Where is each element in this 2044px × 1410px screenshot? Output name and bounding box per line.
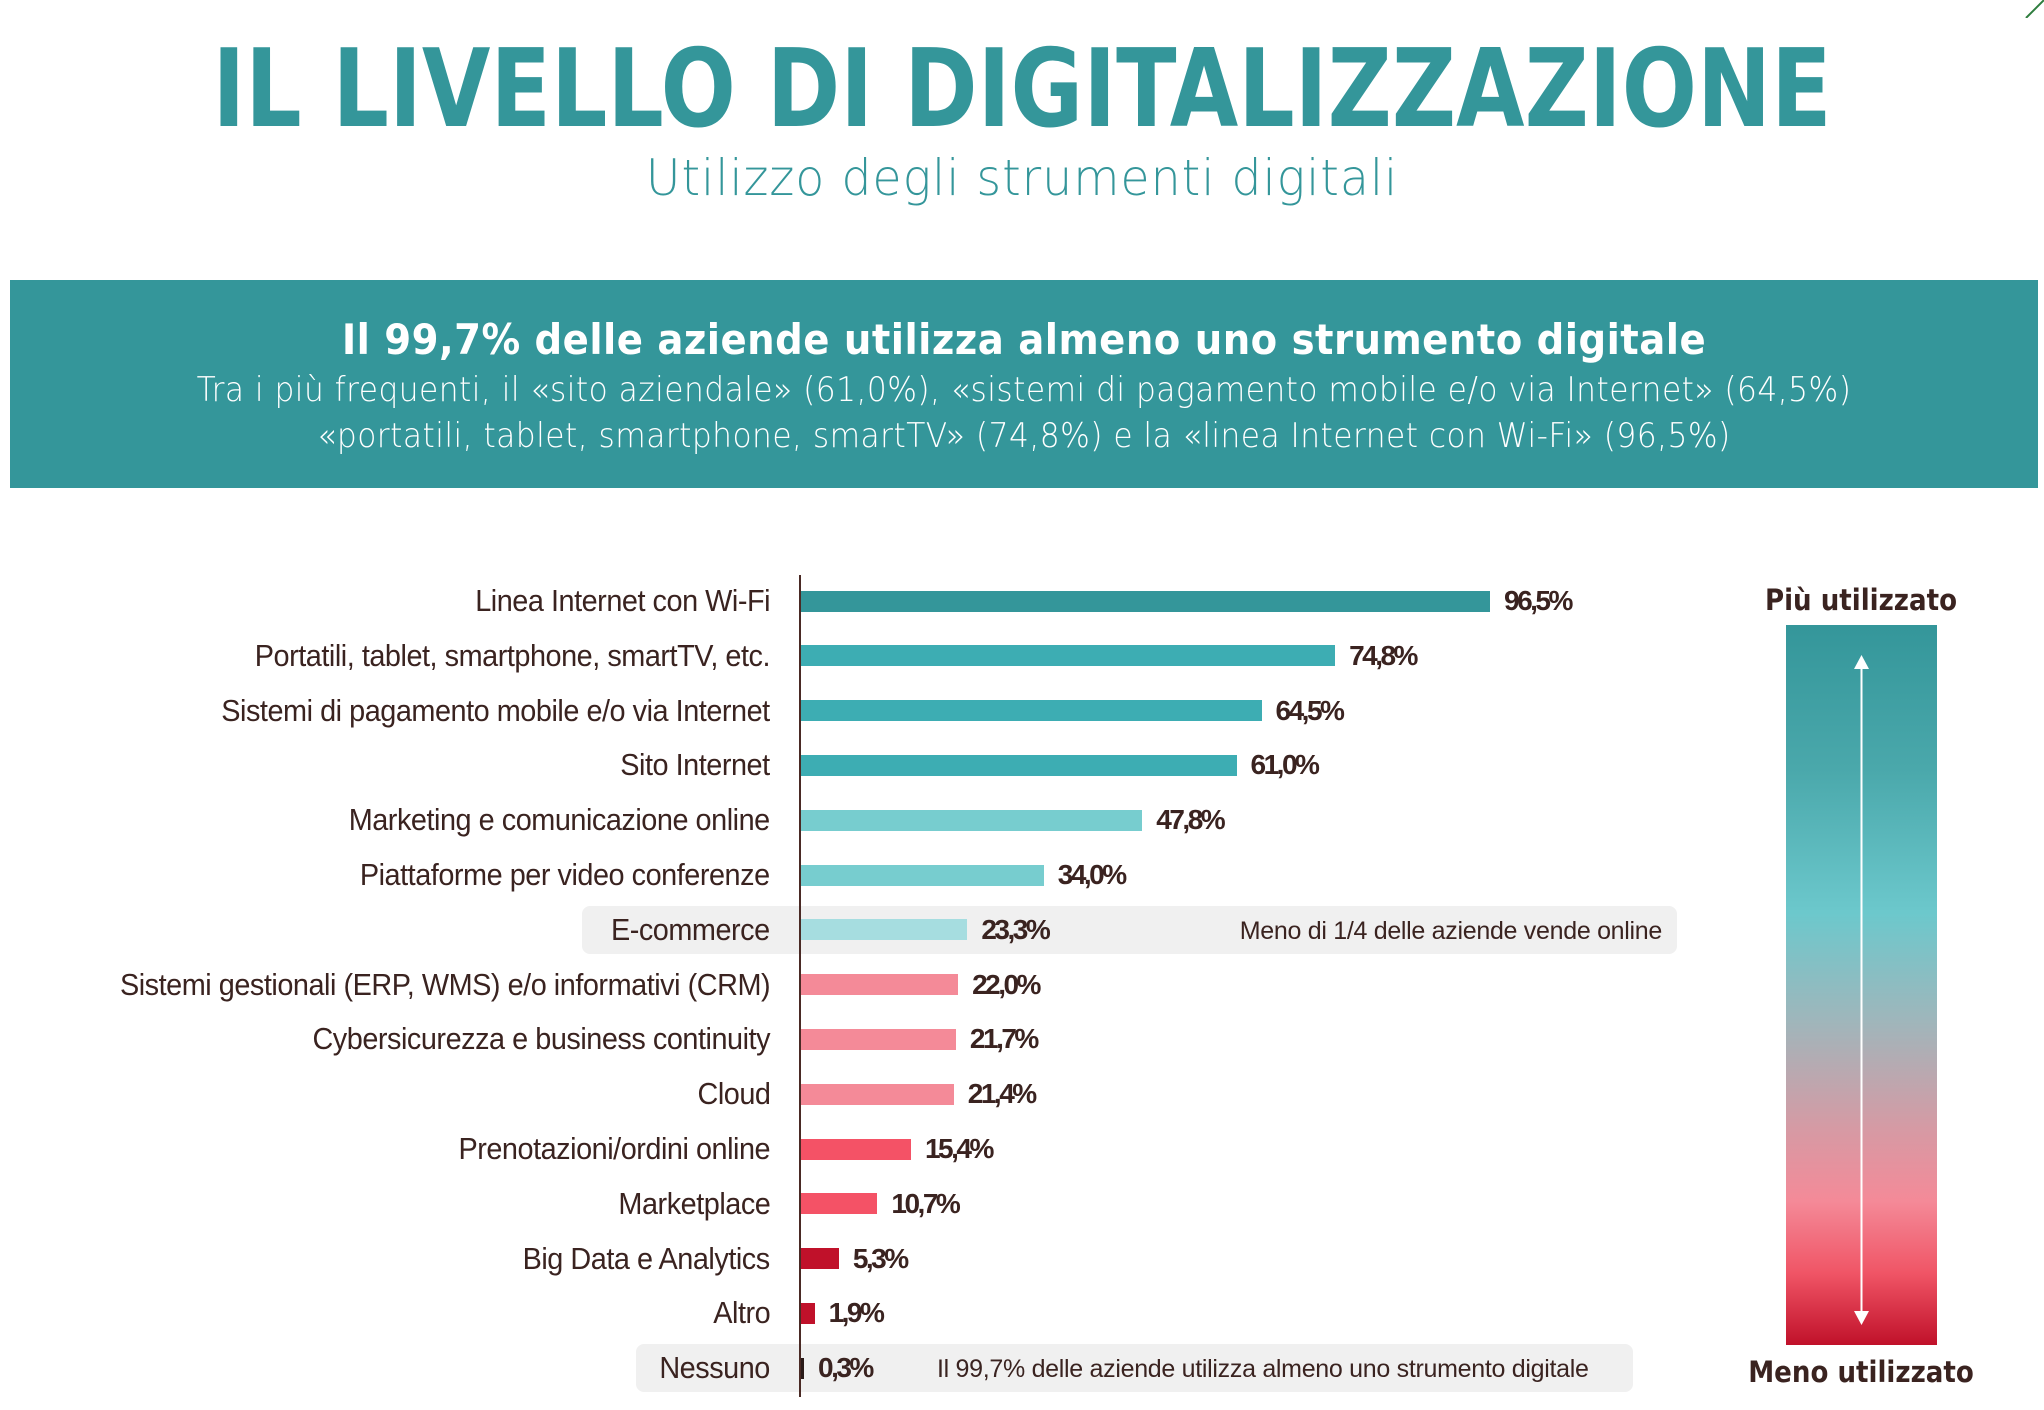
legend-bottom-label: Meno utilizzato [1748,1355,1974,1389]
category-label: Marketplace [618,1185,770,1221]
value-label: 22,0% [972,968,1041,1000]
corner-decoration [2025,0,2044,18]
highlight-box [582,905,1677,954]
banner-line-1: Tra i più frequenti, il «sito aziendale»… [196,370,1852,410]
value-label: 1,9% [828,1297,885,1329]
page-title: IL LIVELLO DI DIGITALIZZAZIONE [212,27,1832,152]
value-label: 74,8% [1349,639,1418,671]
category-label: Cloud [696,1076,770,1112]
bar [801,645,1336,667]
bar [801,590,1490,612]
summary-banner: Il 99,7% delle aziende utilizza almeno u… [10,280,2038,488]
value-label: 64,5% [1275,694,1345,726]
category-label: Piattaforme per video conferenze [360,857,770,892]
category-label: Sistemi di pagamento mobile e/o via Inte… [221,692,771,728]
annotation-note: Il 99,7% delle aziende utilizza almeno u… [937,1355,1589,1384]
page-subtitle: Utilizzo degli strumenti digitali [645,149,1399,207]
value-label: 21,4% [967,1078,1037,1110]
category-label: Cybersicurezza e business continuity [312,1021,770,1057]
bar [801,864,1044,886]
category-label: Linea Internet con Wi-Fi [475,583,770,618]
value-label: 47,8% [1156,804,1225,836]
value-label: 96,5% [1504,585,1573,616]
value-label: 15,4% [924,1133,994,1164]
bar [801,1028,956,1050]
bar [801,919,968,941]
value-label: 23,3% [981,913,1050,945]
value-label: 61,0% [1250,749,1320,781]
category-label: Portatili, tablet, smartphone, smartTV, … [254,637,771,673]
value-label: 0,3% [818,1352,874,1384]
bar [801,1138,911,1160]
bar [801,1083,954,1105]
banner-line-2: «portatili, tablet, smartphone, smartTV»… [317,416,1731,456]
annotation-note: Meno di 1/4 delle aziende vende online [1239,916,1663,945]
category-label: Prenotazioni/ordini online [458,1131,770,1166]
category-label: Big Data e Analytics [522,1240,771,1276]
bar [801,754,1237,776]
bar [801,809,1143,831]
y-axis-line [799,575,801,1397]
bar [801,974,959,996]
category-label: Sito Internet [620,747,771,783]
category-label: Sistemi gestionali (ERP, WMS) e/o inform… [119,966,771,1002]
banner-headline: Il 99,7% delle aziende utilizza almeno u… [341,315,1707,364]
category-label: E-commerce [611,911,770,947]
category-label: Altro [713,1295,770,1331]
bar [801,700,1262,722]
value-label: 5,3% [852,1242,909,1274]
value-label: 21,7% [969,1023,1039,1055]
bar [801,1193,878,1215]
category-label: Nessuno [659,1350,770,1386]
bar [801,1302,815,1324]
value-label: 34,0% [1057,859,1127,890]
category-label: Marketing e comunicazione online [348,802,770,838]
double-arrow-vertical-icon [1854,655,1869,1325]
legend-top-label: Più utilizzato [1764,583,1958,617]
bar [801,1248,839,1270]
value-label: 10,7% [891,1187,960,1219]
bar [801,1357,804,1379]
